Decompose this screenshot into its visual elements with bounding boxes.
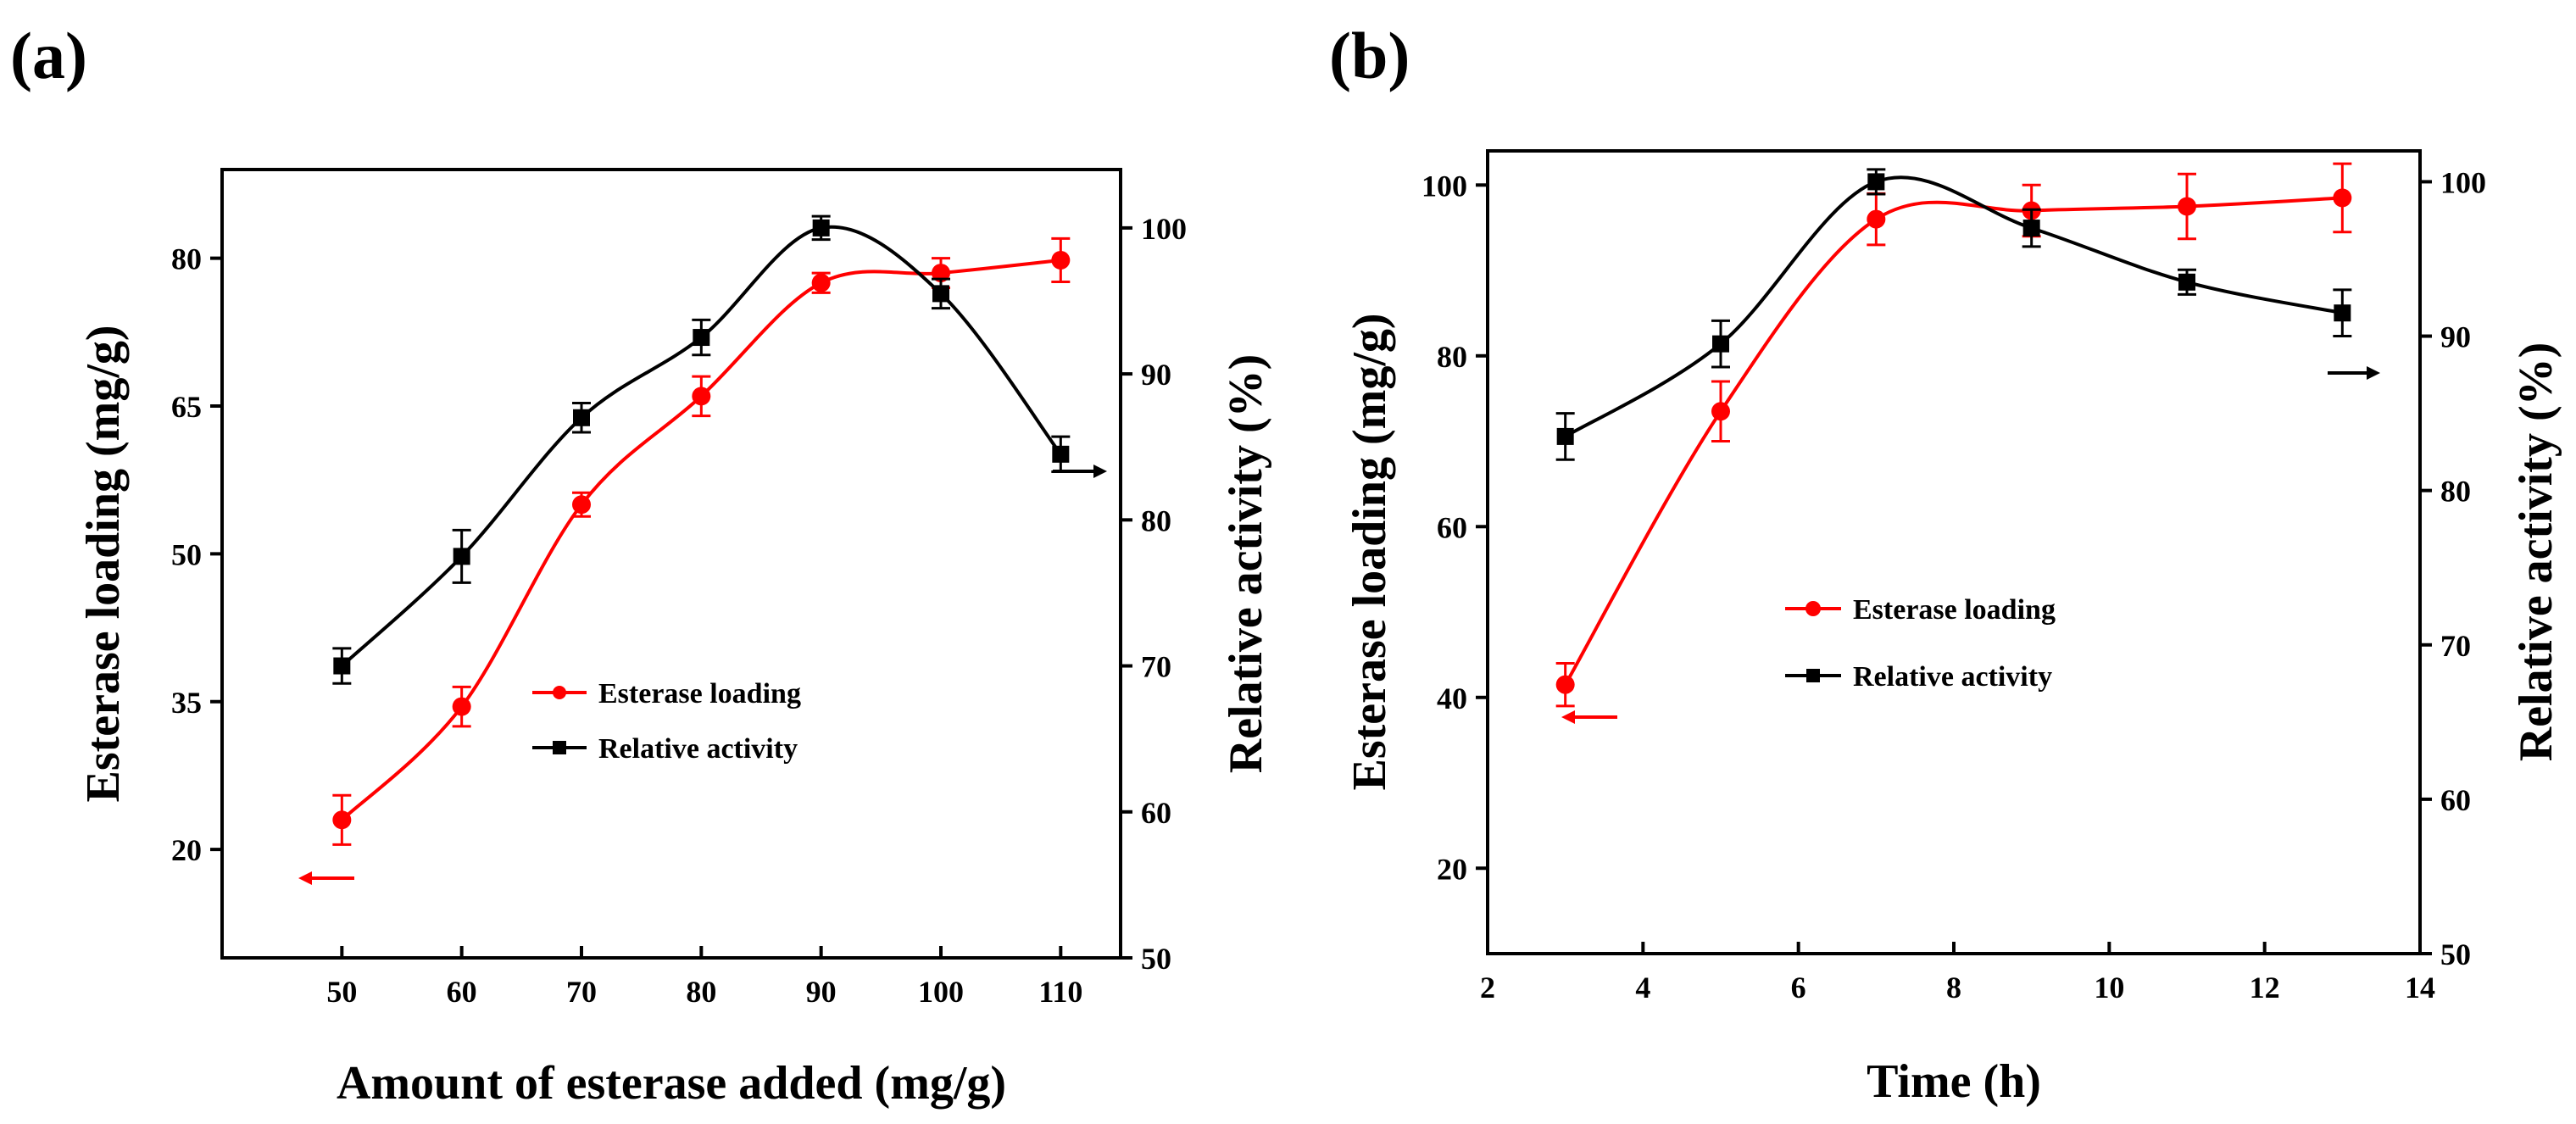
panel-a-left-y-tick-label: 80 <box>171 242 202 276</box>
panel-a-relative-activity-point <box>453 548 470 565</box>
panel-b-legend-label-relative-activity: Relative activity <box>1853 661 2052 693</box>
panel-b-x-ticks: 2 4 6 8 10 12 14 <box>1480 942 2435 1004</box>
panel-b-right-y-tick-label: 70 <box>2440 629 2471 663</box>
panel-a-relative-activity-point <box>333 657 351 675</box>
panel-a-x-tick-label: 110 <box>1038 975 1082 1009</box>
panel-b-relative-activity-point <box>1867 173 1885 191</box>
panel-b-left-y-tick-label: 60 <box>1437 510 1467 544</box>
panel-b-x-tick-label: 4 <box>1635 971 1650 1004</box>
panel-b: (b) 2 4 6 8 10 12 14 20 40 60 80 100 50 60 70 80 90 100… <box>1329 19 2562 1108</box>
panel-b-right-y-tick-label: 100 <box>2440 165 2486 199</box>
panel-b-label: (b) <box>1329 19 1410 92</box>
panel-b-left-y-tick-label: 20 <box>1437 852 1467 886</box>
panel-a-relative-activity-point <box>932 285 949 303</box>
panel-b-esterase-loading-point <box>1867 209 1886 229</box>
panel-a-relative-activity-point <box>1052 445 1070 463</box>
panel-b-esterase-loading-point <box>2178 197 2196 216</box>
panel-a-legend-label-esterase-loading: Esterase loading <box>598 678 801 709</box>
panel-b-legend-entry-relative-activity: Relative activity <box>1785 661 2052 693</box>
panel-b-esterase-loading-point <box>1555 675 1575 694</box>
panel-b-legend-label-esterase-loading: Esterase loading <box>1853 594 2056 626</box>
panel-b-right-y-ticks: 50 60 70 80 90 100 <box>2420 165 2486 971</box>
panel-a-x-tick-label: 100 <box>918 975 964 1009</box>
panel-b-x-tick-label: 12 <box>2250 971 2280 1004</box>
panel-a-right-axis-arrow <box>1053 465 1107 478</box>
panel-a-left-axis-arrow <box>298 871 354 885</box>
panel-a-right-y-ticks: 50 60 70 80 90 100 <box>1121 212 1187 976</box>
panel-a-right-y-tick-label: 50 <box>1141 942 1171 976</box>
panel-b-legend: Esterase loading Relative activity <box>1785 594 2056 693</box>
panel-b-relative-activity-point <box>1712 335 1729 353</box>
panel-b-x-axis-title: Time (h) <box>1867 1055 2041 1108</box>
panel-a-x-tick-label: 60 <box>447 975 477 1009</box>
panel-a-legend-entry-relative-activity: Relative activity <box>532 733 798 765</box>
panel-a-esterase-loading-point <box>1051 250 1071 270</box>
panel-b-left-y-tick-label: 40 <box>1437 682 1467 715</box>
panel-b-x-tick-label: 8 <box>1946 971 1961 1004</box>
panel-b-relative-activity-point <box>1556 427 1574 445</box>
panel-b-esterase-loading-point <box>1711 402 1730 421</box>
panel-a-plot-frame <box>220 168 1122 960</box>
panel-a: (a) 50 60 70 80 90 100 110 20 35 50 65 80 50 60 70 80… <box>10 19 1272 1110</box>
panel-a-legend-label-relative-activity: Relative activity <box>598 733 798 765</box>
panel-b-series <box>1555 162 2352 708</box>
panel-a-series <box>332 214 1071 846</box>
panel-b-x-tick-label: 2 <box>1480 971 1495 1004</box>
panel-b-left-y-tick-label: 100 <box>1422 169 1467 203</box>
panel-a-right-y-tick-label: 100 <box>1141 212 1187 246</box>
panel-a-esterase-loading-point <box>692 387 711 406</box>
panel-b-x-tick-label: 10 <box>2094 971 2124 1004</box>
panel-a-legend-entry-esterase-loading: Esterase loading <box>532 678 801 709</box>
panel-a-left-y-axis-title: Esterase loading (mg/g) <box>77 325 130 802</box>
panel-a-right-y-tick-label: 60 <box>1141 796 1171 830</box>
panel-b-x-tick-label: 6 <box>1791 971 1806 1004</box>
panel-a-right-y-tick-label: 70 <box>1141 650 1171 684</box>
panel-b-esterase-loading-point <box>2333 188 2352 208</box>
panel-b-legend-entry-esterase-loading: Esterase loading <box>1785 594 2056 626</box>
panel-a-esterase-loading-point <box>452 697 471 716</box>
panel-b-plot-frame <box>1486 149 2422 955</box>
panel-a-right-y-axis-title: Relative activity (%) <box>1220 354 1272 773</box>
panel-a-left-y-tick-label: 65 <box>171 390 202 424</box>
panel-a-relative-activity-point <box>812 219 830 236</box>
panel-a-label: (a) <box>10 19 87 92</box>
panel-b-relative-activity-line <box>1564 175 2343 438</box>
panel-b-relative-activity-point <box>2334 304 2351 322</box>
panel-a-x-tick-label: 90 <box>806 975 837 1009</box>
panel-a-relative-activity-point <box>693 329 710 347</box>
panel-b-right-axis-arrow <box>2328 366 2380 380</box>
panel-b-left-y-axis-title: Esterase loading (mg/g) <box>1344 313 1396 790</box>
panel-a-relative-activity-line <box>340 225 1062 668</box>
panel-a-right-y-tick-label: 90 <box>1141 358 1171 392</box>
panel-b-left-y-tick-label: 80 <box>1437 340 1467 374</box>
panel-a-relative-activity-point <box>573 409 590 426</box>
panel-a-left-y-ticks: 20 35 50 65 80 <box>171 242 222 867</box>
panel-b-right-y-tick-label: 80 <box>2440 475 2471 509</box>
panel-b-relative-activity-point <box>2178 273 2195 291</box>
panel-b-left-axis-arrow <box>1561 710 1617 724</box>
panel-a-x-tick-label: 70 <box>566 975 597 1009</box>
panel-b-left-y-ticks: 20 40 60 80 100 <box>1422 169 1488 886</box>
panel-a-right-y-tick-label: 80 <box>1141 504 1171 537</box>
panel-a-left-y-tick-label: 35 <box>171 686 202 720</box>
panel-b-right-y-tick-label: 90 <box>2440 320 2471 354</box>
panel-a-x-axis-title: Amount of esterase added (mg/g) <box>337 1057 1006 1110</box>
panel-a-left-y-tick-label: 20 <box>171 833 202 867</box>
panel-a-x-tick-label: 80 <box>686 975 716 1009</box>
panel-b-relative-activity-point <box>2022 220 2040 237</box>
panel-b-right-y-tick-label: 60 <box>2440 783 2471 817</box>
panel-a-legend: Esterase loading Relative activity <box>532 678 801 765</box>
panel-a-esterase-loading-point <box>932 264 950 283</box>
panel-b-x-tick-label: 14 <box>2405 971 2435 1004</box>
panel-a-x-tick-label: 50 <box>326 975 357 1009</box>
panel-a-x-ticks: 50 60 70 80 90 100 110 <box>326 946 1082 1009</box>
panel-b-right-y-tick-label: 50 <box>2440 938 2471 971</box>
panel-b-right-y-axis-title: Relative activity (%) <box>2510 342 2562 761</box>
panel-a-esterase-loading-point <box>332 810 352 830</box>
panel-a-esterase-loading-point <box>572 495 591 515</box>
panel-a-esterase-loading-point <box>811 273 831 292</box>
panel-a-left-y-tick-label: 50 <box>171 537 202 571</box>
